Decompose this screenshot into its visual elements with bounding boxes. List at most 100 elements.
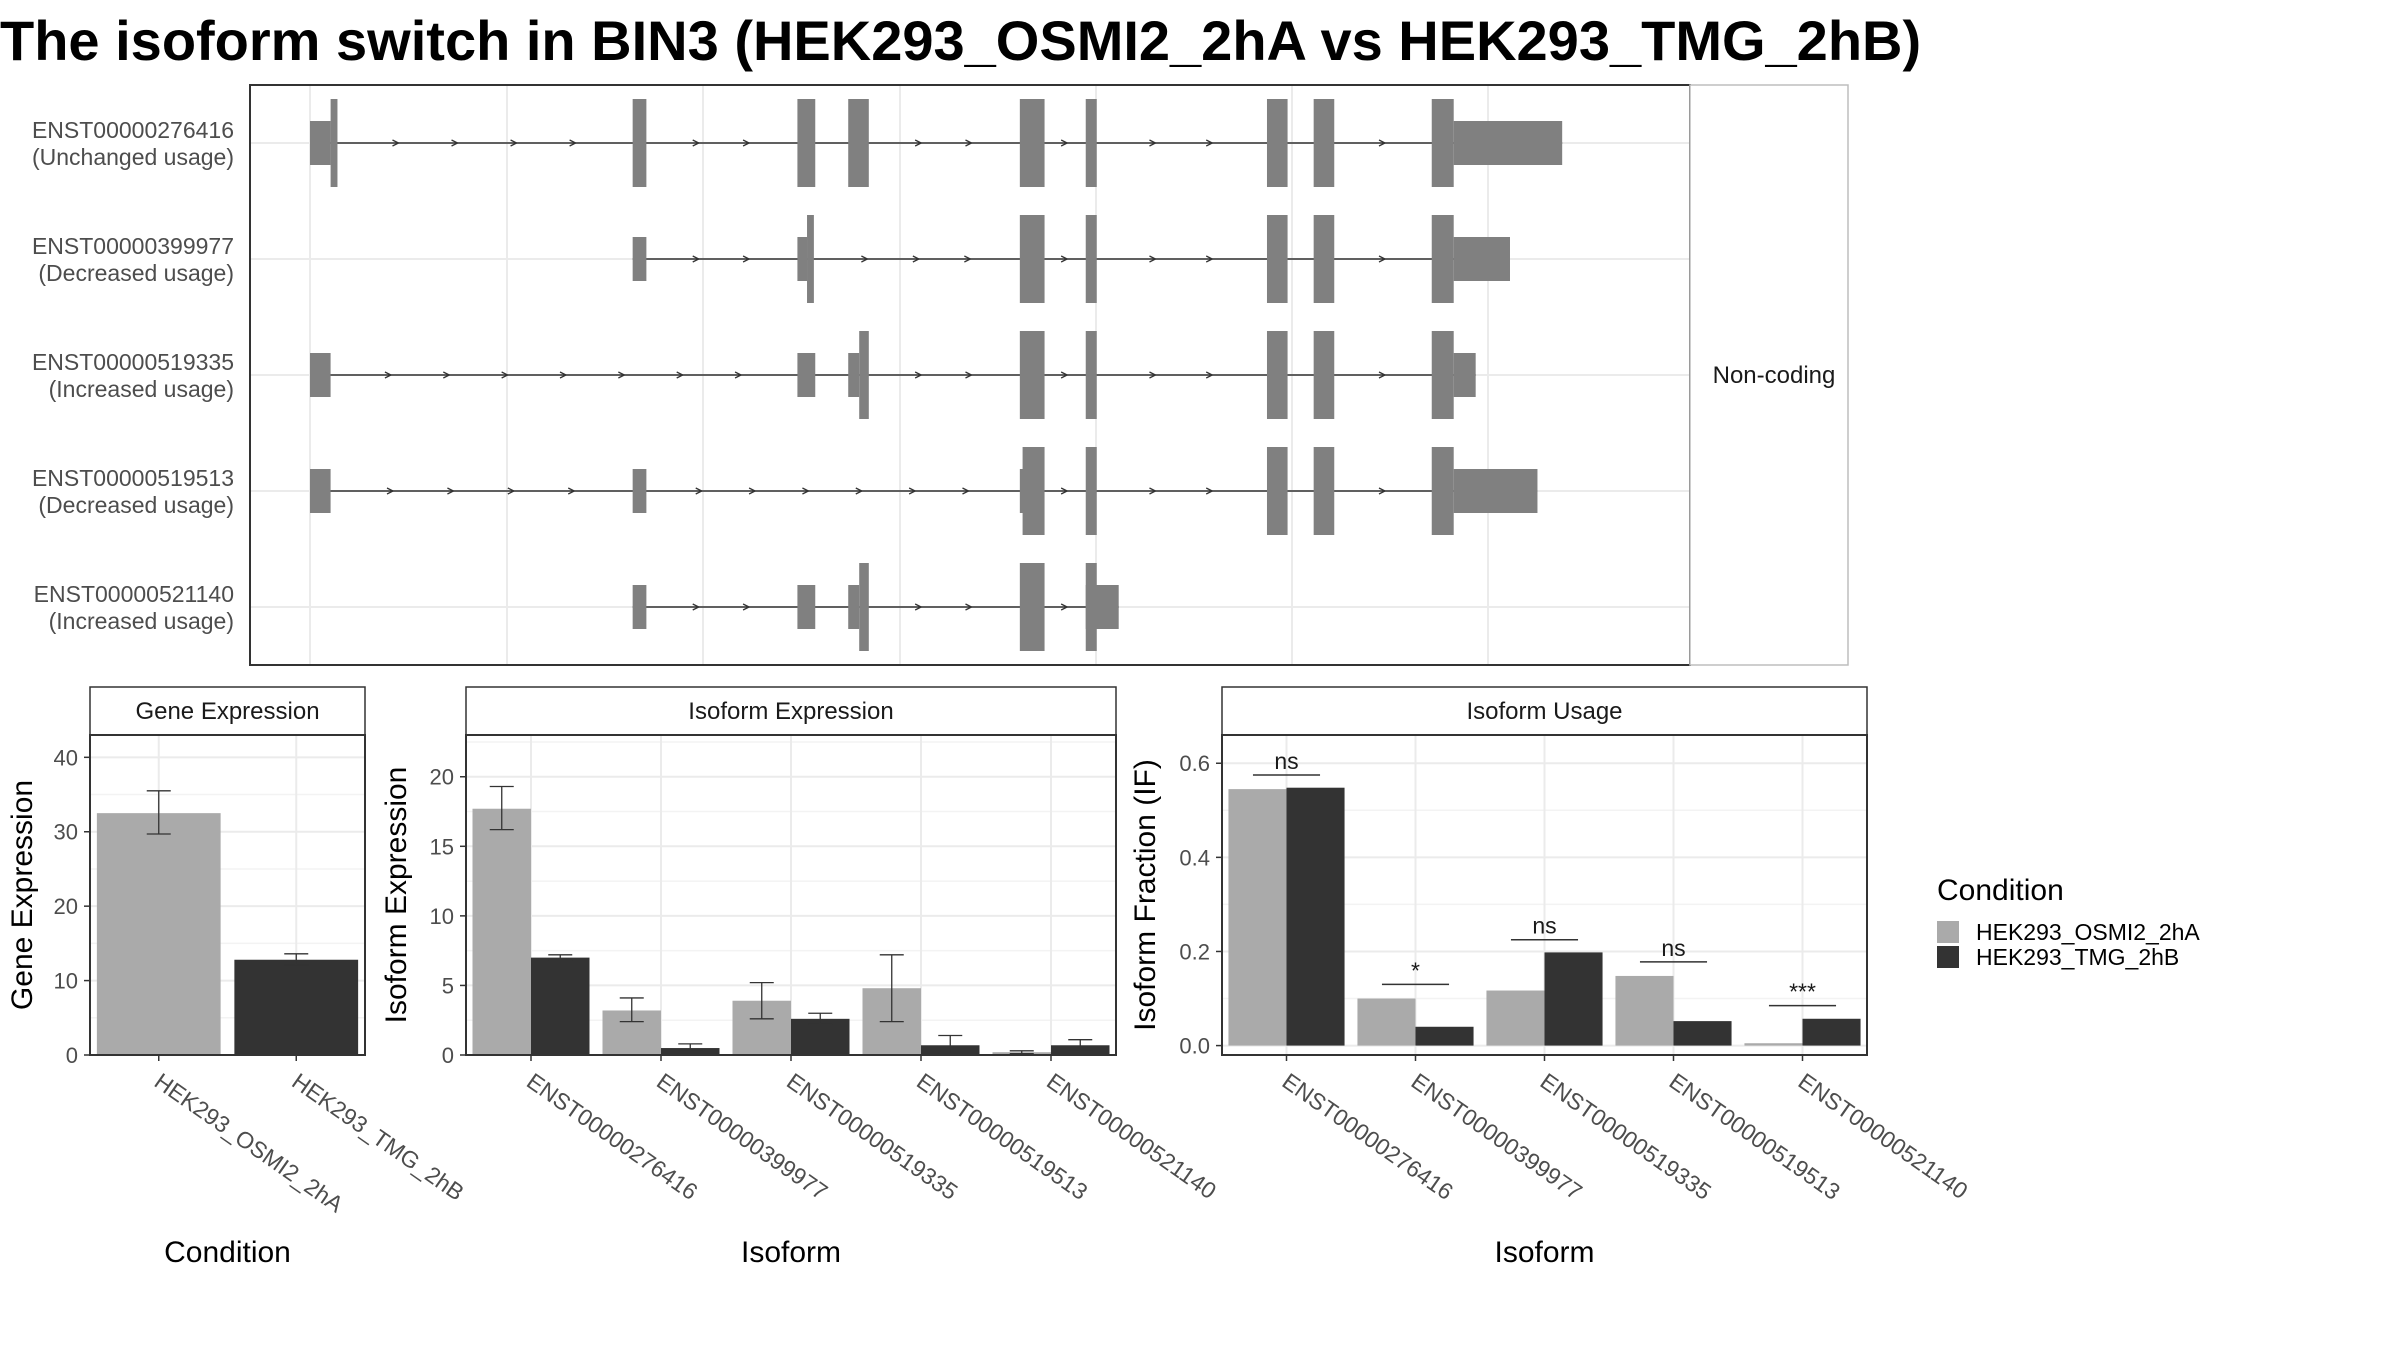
isoform-usage-label: (Increased usage) <box>49 376 234 402</box>
intron-arrow <box>569 139 578 147</box>
error-bar <box>284 953 309 966</box>
gene-expression-panel: Gene Expression010203040HEK293_OSMI2_2hA… <box>6 686 469 1269</box>
y-tick-label: 20 <box>54 894 78 919</box>
exon-block <box>1453 353 1476 397</box>
bar <box>1286 787 1345 1046</box>
exon-block <box>1266 447 1288 535</box>
exon-block <box>848 99 869 187</box>
isoform-usage-label: (Increased usage) <box>49 608 234 634</box>
bar <box>234 959 359 1055</box>
significance-label: * <box>1411 957 1420 983</box>
intron-arrow <box>451 139 459 147</box>
y-tick-label: 0.4 <box>1179 845 1210 870</box>
error-bar <box>678 1043 703 1052</box>
isoform-id-label: ENST00000276416 <box>32 117 234 143</box>
isoform-id-label: ENST00000519513 <box>32 465 234 491</box>
panel-strip-title: Isoform Usage <box>1466 698 1622 725</box>
legend-title: Condition <box>1937 874 2064 907</box>
error-bar <box>938 1034 963 1055</box>
legend-swatch <box>1937 946 1959 968</box>
intron-arrow <box>1149 139 1157 147</box>
y-tick-label: 0.2 <box>1179 939 1210 964</box>
bar <box>472 808 531 1055</box>
exon-block <box>1266 215 1288 303</box>
bar <box>96 813 221 1055</box>
bar <box>1415 1026 1474 1046</box>
panel-strip <box>465 686 1117 736</box>
legend-label: HEK293_OSMI2_2hA <box>1976 919 2200 945</box>
exon-block <box>1313 215 1335 303</box>
x-axis-title: Isoform <box>1494 1236 1594 1269</box>
intron-arrow <box>914 603 923 611</box>
intron-arrow <box>1205 487 1214 495</box>
bar <box>1544 952 1603 1046</box>
exon-block <box>807 215 814 303</box>
intron-arrow <box>392 139 400 147</box>
panel-strip-title: Isoform Expression <box>688 698 893 725</box>
error-bar <box>749 982 774 1020</box>
panel-border <box>1221 734 1868 1056</box>
exon-block <box>1085 585 1119 629</box>
intron-arrow <box>1378 371 1387 379</box>
y-tick-label: 0.0 <box>1179 1034 1210 1059</box>
intron-arrow <box>1060 255 1069 263</box>
bar <box>1615 975 1674 1046</box>
significance-label: ns <box>1661 935 1685 961</box>
x-axis-title: Condition <box>164 1236 291 1269</box>
intron-arrow <box>1205 139 1214 147</box>
exon-block <box>330 99 338 187</box>
bar <box>1802 1018 1861 1046</box>
exon-block <box>1453 237 1511 281</box>
error-bar <box>879 954 904 1023</box>
intron-arrow <box>692 139 701 147</box>
exon-block <box>848 353 860 397</box>
isoform-expression-panel: Isoform Expression05101520ENST0000027641… <box>380 686 1221 1269</box>
bar <box>1228 789 1287 1046</box>
intron-arrow <box>908 487 917 495</box>
y-tick-label: 10 <box>430 904 454 929</box>
error-bar <box>619 997 644 1023</box>
transcript-structure-panel: ENST00000276416(Unchanged usage) ENST0000… <box>32 84 1849 666</box>
error-bar <box>1068 1039 1093 1052</box>
exon-block <box>1019 331 1045 419</box>
y-tick-label: 30 <box>54 820 78 845</box>
intron-arrow <box>914 139 923 147</box>
exon-block <box>1266 99 1288 187</box>
y-tick-label: 0 <box>66 1043 78 1068</box>
exon-block <box>310 469 331 513</box>
intron-arrow <box>912 255 921 263</box>
bar <box>1357 998 1416 1046</box>
isoform-usage-label: (Decreased usage) <box>38 492 234 518</box>
exon-block <box>859 331 869 419</box>
bar <box>661 1048 720 1055</box>
exon-block <box>797 99 816 187</box>
exon-block <box>1431 215 1454 303</box>
y-axis-title: Gene Expression <box>6 780 39 1010</box>
exon-block <box>632 99 647 187</box>
intron-arrow <box>1060 603 1069 611</box>
exon-block <box>632 585 647 629</box>
exon-block <box>1022 447 1045 535</box>
intron-arrow <box>559 371 568 379</box>
exon-block <box>632 237 647 281</box>
bar <box>531 957 590 1055</box>
error-bar <box>489 785 514 831</box>
exon-block <box>1019 469 1024 513</box>
y-tick-label: 15 <box>430 834 454 859</box>
exon-block <box>1313 99 1335 187</box>
bar <box>1486 990 1545 1046</box>
exon-block <box>1019 99 1045 187</box>
bar <box>1673 1021 1732 1046</box>
intron-arrow <box>1378 487 1387 495</box>
legend-label: HEK293_TMG_2hB <box>1976 944 2179 970</box>
exon-block <box>1453 121 1563 165</box>
intron-arrow <box>748 487 757 495</box>
exon-block <box>1019 563 1045 651</box>
intron-arrow <box>1378 139 1387 147</box>
intron-arrow <box>507 487 516 495</box>
isoform-usage-label: (Decreased usage) <box>38 260 234 286</box>
exon-block <box>1085 215 1097 303</box>
intron-arrow <box>447 487 455 495</box>
